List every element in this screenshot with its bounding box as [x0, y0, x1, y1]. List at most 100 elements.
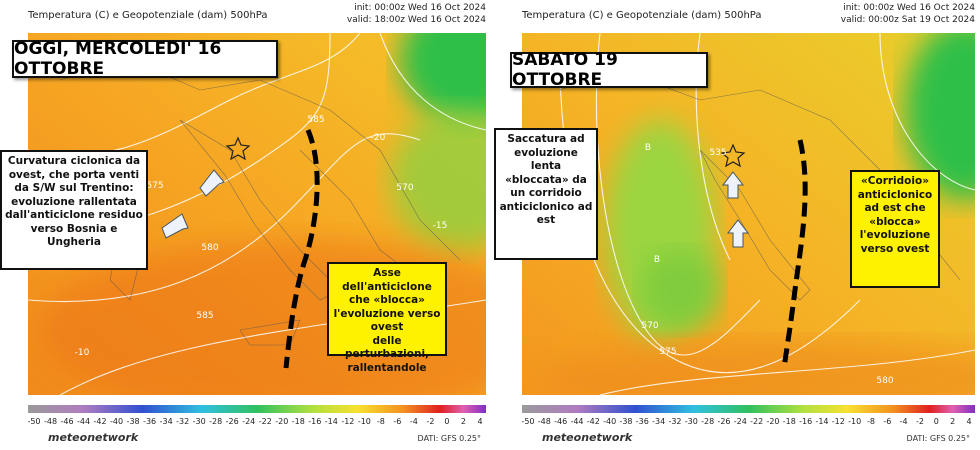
colorbar-tick-label: -18 [292, 417, 305, 426]
colorbar-tick-label: -38 [619, 417, 632, 426]
colorbar-tick-label: -46 [554, 417, 567, 426]
map-header: Temperatura (C) e Geopotenziale (dam) 50… [27, 10, 268, 21]
data-source: DATI: GFS 0.25° [418, 434, 481, 443]
colorbar-tick-label: -22 [259, 417, 272, 426]
colorbar-tick-label: -38 [127, 417, 140, 426]
colorbar-tick-label: -30 [685, 417, 698, 426]
colorbar-tick-label: -46 [60, 417, 73, 426]
annotation-line: lenta [530, 160, 562, 172]
annotation-box: Asse dell'anticiclone che «blocca» l'evolu… [327, 262, 447, 374]
annotation-line: evoluzione [514, 146, 578, 159]
annotation-line: «blocca» [869, 215, 921, 228]
colorbar-tick-label: -26 [226, 417, 239, 426]
contour-label: 575 [659, 347, 676, 357]
init-time: init: 00:00z Wed 16 Oct 2024 [843, 3, 975, 13]
colorbar-tick-label: -44 [77, 417, 90, 426]
colorbar-tick-label: 4 [477, 417, 482, 426]
colorbar-tick-label: -42 [587, 417, 600, 426]
colorbar-tick-label: 0 [444, 417, 449, 426]
colorbar-tick-label: -26 [717, 417, 730, 426]
colorbar-tick-label: 4 [966, 417, 971, 426]
contour-label: -10 [75, 348, 90, 358]
contour-label: -20 [371, 133, 386, 143]
contour-label: 580 [201, 243, 218, 253]
contour-label: -15 [433, 221, 448, 231]
valid-time: valid: 18:00z Wed 16 Oct 2024 [347, 15, 486, 25]
colorbar-tick-label: -50 [27, 417, 40, 426]
colorbar-tick-label: -18 [783, 417, 796, 426]
annotation-line: anticiclonico ad [499, 200, 593, 213]
annotation-line: da S/W sul Trentino: [14, 182, 134, 194]
colorbar-tick-label: -6 [393, 417, 401, 426]
brand: meteonetwork [48, 431, 139, 444]
colorbar-tick-label: -50 [521, 417, 534, 426]
colorbar-tick-label: -24 [734, 417, 747, 426]
annotation-line: evoluzione rallentata [11, 195, 137, 208]
colorbar-tick-label: -8 [377, 417, 385, 426]
colorbar-tick-label: 2 [461, 417, 466, 426]
map-header: Temperatura (C) e Geopotenziale (dam) 50… [521, 10, 762, 21]
valid-time: valid: 00:00z Sat 19 Oct 2024 [841, 15, 976, 25]
colorbar-tick-label: -10 [358, 417, 371, 426]
colorbar-tick-label: -6 [883, 417, 891, 426]
colorbar-tick-label: -22 [750, 417, 763, 426]
annotation-line: dall'anticiclone residuo [5, 209, 143, 221]
colorbar-tick-label: -14 [325, 417, 338, 426]
colorbar-tick-label: -28 [701, 417, 714, 426]
colorbar-tick-label: -32 [668, 417, 681, 426]
colorbar-tick-label: -20 [275, 417, 288, 426]
annotation-line: «bloccata» da [505, 173, 587, 186]
colorbar-tick-label: -12 [832, 417, 845, 426]
annotation-box: Saccatura ad evoluzione lenta «bloccata» da… [494, 128, 598, 260]
colorbar-tick-label: -16 [308, 417, 321, 426]
colorbar-tick-label: -2 [426, 417, 434, 426]
annotation-line: delle perturbazioni, [344, 334, 430, 361]
annotation-line: ovest, che porta venti [8, 168, 140, 181]
colorbar-tick-label: -34 [652, 417, 665, 426]
colorbar-tick-label: -16 [799, 417, 812, 426]
colorbar-tick-label: -48 [538, 417, 551, 426]
colorbar [522, 405, 975, 413]
init-time: init: 00:00z Wed 16 Oct 2024 [354, 3, 486, 13]
colorbar-tick-label: -4 [900, 417, 908, 426]
colorbar-tick-label: -24 [242, 417, 255, 426]
annotation-line: l'evoluzione [859, 229, 931, 241]
colorbar-tick-label: 0 [934, 417, 939, 426]
annotation-box: «Corridoio» anticiclonico ad est che «blocc… [850, 170, 940, 288]
contour-label: B [654, 255, 660, 265]
map-title: SABATO 19 OTTOBRE [510, 50, 708, 90]
annotation-line: l'evoluzione verso ovest [333, 307, 441, 334]
colorbar-tick-label: -48 [44, 417, 57, 426]
colorbar-tick-label: -40 [110, 417, 123, 426]
colorbar-tick-label: -44 [570, 417, 583, 426]
contour-label: 585 [196, 311, 213, 321]
annotation-line: anticiclonico [857, 188, 933, 201]
annotation-line: «Corridoio» [861, 175, 929, 187]
colorbar-tick-label: -8 [867, 417, 875, 426]
colorbar-tick-label: -42 [94, 417, 107, 426]
contour-label: 535 [709, 148, 726, 158]
annotation-box: Curvatura ciclonica da ovest, che porta v… [0, 150, 148, 270]
contour-label: 575 [146, 181, 163, 191]
colorbar-tick-label: -32 [176, 417, 189, 426]
colorbar-tick-label: -4 [410, 417, 418, 426]
annotation-line: est [536, 214, 556, 226]
colorbar-tick-label: 2 [950, 417, 955, 426]
annotation-line: ad est che [864, 202, 926, 214]
colorbar-tick-label: -36 [636, 417, 649, 426]
colorbar-tick-label: -12 [341, 417, 354, 426]
annotation-line: Curvatura ciclonica da [7, 155, 141, 167]
colorbar-tick-label: -2 [916, 417, 924, 426]
colorbar-tick-label: -40 [603, 417, 616, 426]
colorbar-tick-label: -28 [209, 417, 222, 426]
map-title: OGGI, MERCOLEDI' 16 OTTOBRE [12, 39, 278, 79]
annotation-line: rallentandole [347, 361, 427, 374]
annotation-line: che «blocca» [349, 294, 425, 306]
colorbar-tick-label: -34 [160, 417, 173, 426]
annotation-line: Saccatura ad [507, 133, 585, 145]
data-source: DATI: GFS 0.25° [907, 434, 970, 443]
annotation-line: verso Bosnia e Ungheria [30, 222, 118, 249]
colorbar [28, 405, 486, 413]
colorbar-tick-label: -20 [766, 417, 779, 426]
